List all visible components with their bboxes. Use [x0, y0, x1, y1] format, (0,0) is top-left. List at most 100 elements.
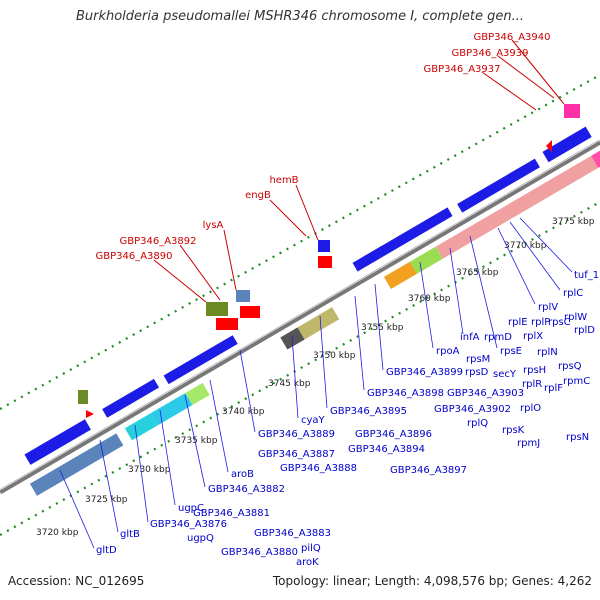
gene-label[interactable]: rplV: [538, 302, 558, 313]
gene-label[interactable]: rpsH: [523, 365, 546, 376]
gene-block[interactable]: [297, 307, 340, 340]
gene-labels[interactable]: tuf_1 rplC rplV rplW rpsC rplD rplP rplE…: [96, 270, 599, 568]
gene-label[interactable]: GBP346_A3881: [193, 508, 270, 519]
gene-label[interactable]: rpsN: [566, 432, 589, 443]
gene-label[interactable]: gltB: [120, 529, 140, 540]
gene-label[interactable]: gltD: [96, 545, 117, 556]
gene-label[interactable]: ugpQ: [187, 533, 214, 544]
highlight-label[interactable]: GBP346_A3937: [423, 64, 500, 75]
highlight-label[interactable]: engB: [245, 190, 271, 201]
gene-block[interactable]: [457, 158, 540, 213]
gene-block[interactable]: [542, 126, 592, 163]
gene-label[interactable]: rplO: [520, 403, 541, 414]
highlight-labels[interactable]: GBP346_A3940 GBP346_A3939 GBP346_A3937 h…: [95, 32, 550, 262]
gene-label[interactable]: rpmJ: [517, 438, 540, 449]
gene-label[interactable]: rplC: [563, 288, 583, 299]
leader-line: [509, 221, 561, 291]
gene-label[interactable]: rplX: [523, 331, 543, 342]
leader-line: [481, 71, 537, 111]
gene-block[interactable]: [435, 155, 599, 259]
highlight-gene-block[interactable]: [318, 256, 332, 268]
leader-line: [449, 247, 464, 335]
leader-line: [497, 227, 536, 305]
highlight-label[interactable]: GBP346_A3892: [119, 236, 196, 247]
gene-label[interactable]: GBP346_A3897: [390, 465, 467, 476]
gene-label[interactable]: cyaY: [301, 415, 326, 426]
gene-block[interactable]: [24, 419, 91, 465]
gene-label[interactable]: GBP346_A3880: [221, 547, 298, 558]
gene-label[interactable]: rpsD: [465, 367, 489, 378]
gene-label[interactable]: rplE: [508, 317, 528, 328]
gene-block[interactable]: [352, 207, 453, 272]
gene-label[interactable]: pilQ: [301, 543, 321, 554]
gene-label[interactable]: rplQ: [467, 418, 488, 429]
highlight-gene-block[interactable]: [236, 290, 250, 302]
gene-label[interactable]: tuf_1: [574, 270, 599, 281]
leader-line: [319, 315, 328, 409]
gene-label[interactable]: GBP346_A3894: [348, 444, 425, 455]
highlighted-genes[interactable]: [78, 104, 580, 418]
gene-label[interactable]: GBP346_A3902: [434, 404, 511, 415]
highlight-gene-block[interactable]: [216, 318, 238, 330]
highlight-gene-block[interactable]: [564, 104, 580, 118]
gene-label[interactable]: rpsE: [500, 346, 522, 357]
gene-label[interactable]: GBP346_A3898: [367, 388, 444, 399]
gene-label[interactable]: rpmC: [563, 376, 590, 387]
gene-block[interactable]: [102, 378, 159, 418]
highlight-gene-block[interactable]: [206, 302, 228, 316]
gene-label[interactable]: rpsK: [502, 425, 525, 436]
gene-label[interactable]: rplP: [531, 317, 550, 328]
gene-label[interactable]: rplW: [564, 312, 587, 323]
gene-label[interactable]: rplN: [537, 347, 558, 358]
gene-block[interactable]: [124, 413, 158, 441]
forward-strand-genes[interactable]: [24, 126, 592, 465]
ruler-ticks: 3720 kbp 3725 kbp 3730 kbp 3735 kbp 3740…: [36, 217, 595, 538]
gene-label[interactable]: rpsQ: [558, 361, 582, 372]
chromosome-axis-highlight: [0, 139, 600, 491]
gene-label[interactable]: GBP346_A3888: [280, 463, 357, 474]
highlight-gene-block[interactable]: [318, 240, 330, 252]
gene-label[interactable]: GBP346_A3876: [150, 519, 227, 530]
accession-label: Accession: NC_012695: [8, 574, 145, 588]
highlight-gene-block[interactable]: [78, 390, 88, 404]
gene-label[interactable]: GBP346_A3895: [330, 406, 407, 417]
highlight-gene-arrow[interactable]: [86, 410, 94, 418]
gene-label[interactable]: infA: [460, 332, 480, 343]
highlight-label[interactable]: hemB: [269, 175, 298, 186]
highlight-label[interactable]: GBP346_A3940: [473, 32, 550, 43]
gene-label[interactable]: GBP346_A3896: [355, 429, 432, 440]
gene-label[interactable]: aroB: [231, 469, 254, 480]
gene-label[interactable]: rpsC: [548, 317, 571, 328]
gene-label[interactable]: GBP346_A3882: [208, 484, 285, 495]
gene-label[interactable]: GBP346_A3887: [258, 449, 335, 460]
gene-block[interactable]: [383, 261, 417, 290]
gene-label[interactable]: GBP346_A3883: [254, 528, 331, 539]
gene-label[interactable]: secY: [493, 369, 517, 380]
gene-label[interactable]: rplF: [544, 383, 563, 394]
gene-label[interactable]: rplD: [574, 325, 595, 336]
gene-label[interactable]: aroK: [296, 557, 319, 568]
highlight-label[interactable]: GBP346_A3890: [95, 251, 172, 262]
gene-label[interactable]: GBP346_A3889: [258, 429, 335, 440]
gene-label[interactable]: rpsM: [466, 354, 490, 365]
highlight-label[interactable]: GBP346_A3939: [451, 48, 528, 59]
gene-label[interactable]: rpmD: [484, 332, 512, 343]
gene-label[interactable]: ugpC: [178, 503, 204, 514]
gene-block[interactable]: [185, 382, 210, 406]
gene-block[interactable]: [29, 433, 124, 496]
highlight-label[interactable]: lysA: [203, 220, 224, 231]
leader-line: [354, 295, 365, 391]
gene-block[interactable]: [409, 246, 443, 274]
gene-label[interactable]: rplR: [522, 379, 542, 390]
gene-label[interactable]: GBP346_A3899: [386, 367, 463, 378]
gene-label[interactable]: rpoA: [436, 346, 460, 357]
leader-line: [159, 409, 176, 506]
gene-label[interactable]: GBP346_A3903: [447, 388, 524, 399]
highlight-gene-arrow[interactable]: [546, 140, 552, 152]
map-title: Burkholderia pseudomallei MSHR346 chromo…: [75, 9, 525, 24]
leader-line: [497, 55, 555, 99]
leader-line: [59, 469, 95, 549]
gene-block[interactable]: [163, 335, 238, 385]
highlight-gene-block[interactable]: [240, 306, 260, 318]
